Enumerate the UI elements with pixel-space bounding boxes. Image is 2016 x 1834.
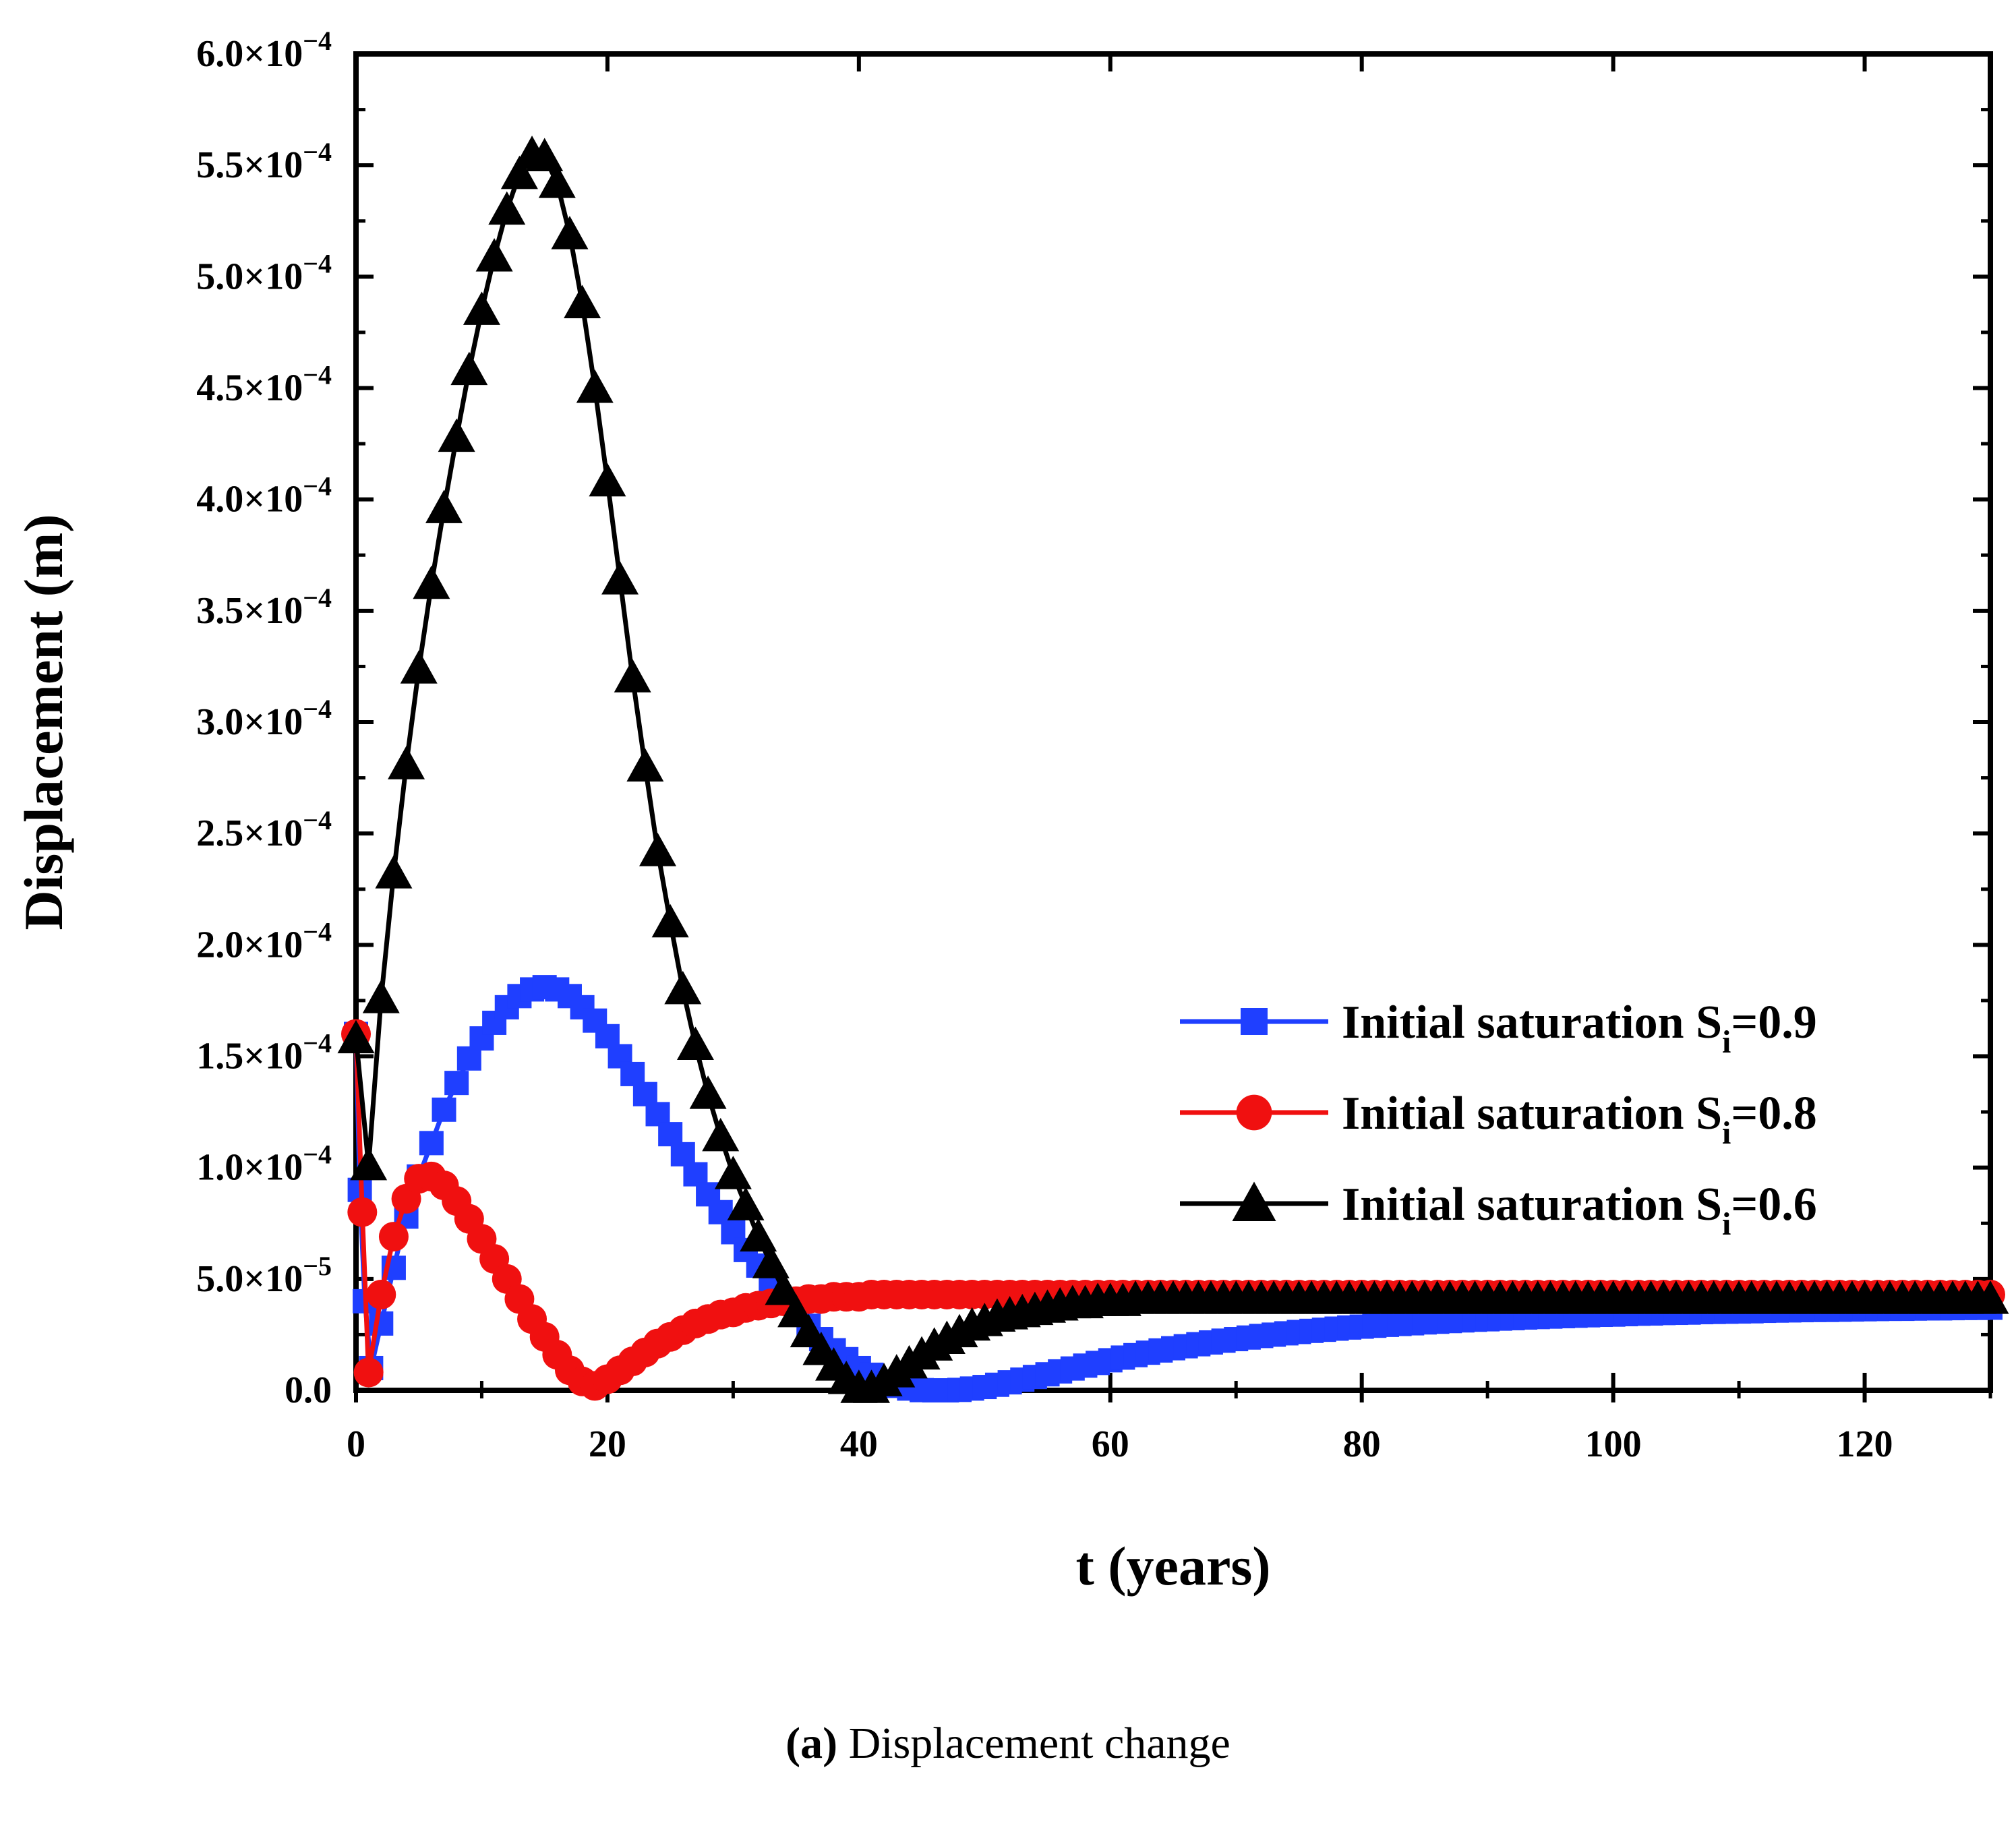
data-point (347, 1197, 378, 1227)
data-point (551, 216, 589, 249)
data-point (676, 1026, 714, 1060)
y-tick-label: 1.0×10−4 (196, 1140, 332, 1189)
data-point (438, 418, 475, 452)
data-point (413, 565, 450, 599)
legend-item: Initial saturation Si=0.9 (1180, 997, 1817, 1060)
legend-label: Initial saturation Si=0.6 (1342, 1179, 1817, 1242)
x-tick-label: 20 (589, 1423, 626, 1465)
data-point (419, 1131, 444, 1156)
data-point (614, 659, 651, 692)
data-point (765, 1271, 802, 1305)
data-point (576, 369, 614, 403)
data-point (450, 351, 488, 386)
y-tick-label: 0.0 (285, 1369, 332, 1411)
data-point (500, 155, 538, 189)
data-point (362, 980, 400, 1013)
plot-area (353, 51, 1993, 1393)
data-point (400, 650, 438, 684)
data-point (463, 291, 500, 325)
data-point (353, 1357, 384, 1388)
data-point (651, 904, 689, 938)
legend-item: Initial saturation Si=0.6 (1180, 1179, 1817, 1242)
data-point (702, 1117, 740, 1152)
y-tick-label: 6.0×10−4 (196, 26, 332, 75)
y-tick-label: 2.0×10−4 (196, 916, 332, 966)
y-tick-label: 5.0×10−4 (196, 248, 332, 297)
data-point (714, 1156, 752, 1189)
y-tick-label: 1.5×10−4 (196, 1028, 332, 1077)
series-layer (337, 136, 2009, 1403)
x-tick-label: 100 (1585, 1423, 1642, 1465)
data-point (740, 1218, 777, 1252)
x-tick-label: 80 (1343, 1423, 1381, 1465)
y-tick-label: 4.5×10−4 (196, 360, 332, 409)
data-point (425, 490, 463, 523)
data-point (375, 855, 413, 889)
y-tick-label: 3.5×10−4 (196, 583, 332, 632)
data-point (369, 1311, 394, 1336)
data-point (378, 1222, 409, 1252)
legend-label: Initial saturation Si=0.9 (1342, 997, 1817, 1060)
legend-marker (1232, 1181, 1276, 1221)
data-point (626, 748, 664, 782)
legend: Initial saturation Si=0.9 Initial saturat… (1180, 997, 1817, 1242)
y-tick-label: 5.5×10−4 (196, 137, 332, 186)
data-point (727, 1187, 765, 1220)
data-point (337, 1019, 375, 1054)
data-point (526, 138, 564, 171)
data-point (388, 746, 425, 779)
legend-marker (1236, 1094, 1272, 1131)
x-tick-label: 60 (1092, 1423, 1129, 1465)
data-point (432, 1097, 456, 1122)
data-point (589, 463, 626, 497)
legend-label: Initial saturation Si=0.8 (1342, 1088, 1817, 1151)
legend-marker (1241, 1008, 1268, 1035)
plot-frame (353, 51, 1993, 1393)
y-tick-label: 3.0×10−4 (196, 694, 332, 743)
x-tick-label: 120 (1837, 1423, 1893, 1465)
data-point (752, 1245, 790, 1278)
x-tick-label: 40 (840, 1423, 878, 1465)
data-point (689, 1075, 727, 1109)
x-axis-title: t (years) (1075, 1535, 1270, 1597)
figure-caption: (a) Displacement change (0, 1718, 2016, 1769)
data-point (777, 1293, 815, 1328)
legend-item: Initial saturation Si=0.8 (1180, 1088, 1817, 1151)
data-point (488, 191, 526, 225)
caption-text: Displacement change (837, 1719, 1231, 1768)
data-point (1971, 1280, 2009, 1314)
y-axis-title: Displacement (m) (13, 514, 74, 930)
data-point (444, 1071, 469, 1096)
data-point (475, 238, 513, 272)
data-point (538, 165, 576, 198)
caption-label: (a) (785, 1719, 838, 1768)
data-point (350, 1146, 388, 1181)
y-tick-label: 5.0×10−5 (196, 1251, 332, 1300)
data-point (664, 970, 702, 1005)
series-2 (337, 136, 2009, 1403)
data-point (564, 285, 601, 318)
data-point (601, 561, 639, 595)
y-tick-label: 4.0×10−4 (196, 471, 332, 521)
data-point (639, 833, 677, 866)
x-tick-label: 0 (347, 1423, 365, 1465)
y-tick-label: 2.5×10−4 (196, 805, 332, 854)
data-point (366, 1279, 396, 1309)
y-axis: 0.0 5.0×10−5 1.0×10−4 1.5×10−4 2.0×10−4 2.5×1… (196, 26, 1990, 1411)
